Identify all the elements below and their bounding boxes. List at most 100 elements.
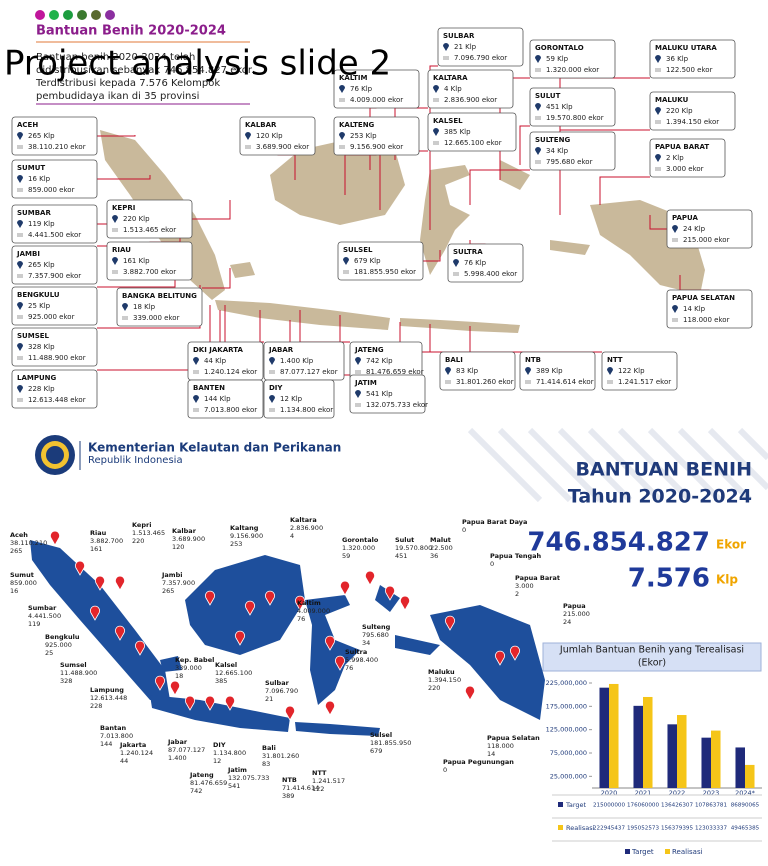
pin-icon: [433, 85, 439, 93]
fish-icon: [535, 116, 541, 120]
province-name: KALSEL: [433, 117, 463, 125]
fish-icon: [193, 370, 199, 374]
pin: [325, 700, 335, 716]
pin: [385, 585, 395, 601]
map-label-klp: 76: [297, 615, 305, 623]
province-box: [11, 327, 98, 367]
pin: [445, 615, 455, 631]
pin-icon: [269, 357, 275, 365]
map-label-ekor: 339.000: [175, 664, 202, 672]
pin-icon: [445, 367, 451, 375]
province-klp: 265 Klp: [28, 132, 55, 140]
map-label-ekor: 12.613.448: [90, 694, 127, 702]
province-box: [666, 289, 753, 329]
map-label-klp: 385: [215, 677, 227, 685]
map-label-ekor: 7.013.800: [100, 732, 133, 740]
bar: [599, 687, 609, 788]
map-label-ekor: 795.680: [362, 631, 389, 639]
province-box: [649, 39, 736, 79]
province-ekor: 5.998.400 ekor: [464, 270, 517, 278]
map-label-name: Jatim: [227, 766, 247, 774]
map-label-name: Kalsel: [215, 661, 237, 669]
province-ekor: 4.009.000 ekor: [350, 96, 403, 104]
province-box: [649, 138, 726, 178]
province-klp: 679 Klp: [354, 257, 381, 265]
map-label-ekor: 9.156.900: [230, 532, 263, 540]
map-label-ekor: 3.000: [515, 582, 534, 590]
map-label-name: Jakarta: [119, 741, 146, 749]
province-box: [666, 209, 753, 249]
province-ekor: 339.000 ekor: [133, 314, 180, 322]
province-name: KALTIM: [339, 74, 368, 82]
y-tick-label: 75,000,000: [550, 749, 587, 757]
fish-icon: [343, 270, 349, 274]
pin-icon: [339, 132, 345, 140]
map-label-ekor: 4.441.500: [28, 612, 61, 620]
map-label-klp: 25: [45, 649, 53, 657]
province-klp: 220 Klp: [123, 215, 150, 223]
province-klp: 742 Klp: [366, 357, 393, 365]
province-ekor: 4.441.500 ekor: [28, 231, 81, 239]
fish-icon: [672, 318, 678, 322]
map-label-ekor: 132.075.733: [228, 774, 269, 782]
province-klp: 144 Klp: [204, 395, 231, 403]
province-name: SULSEL: [343, 246, 373, 254]
map-label-klp: 76: [345, 664, 353, 672]
bottom-map: [30, 540, 545, 736]
paragraph-line: pembudidaya ikan di 35 provinsi: [36, 91, 199, 102]
table-key: [558, 825, 563, 830]
map-label-ekor: 81.476.659: [190, 779, 227, 787]
pin-icon: [17, 385, 23, 393]
fish-icon: [339, 98, 345, 102]
fish-icon: [122, 316, 128, 320]
map-label-ekor: 19.570.800: [395, 544, 432, 552]
province-ekor: 19.570.800 ekor: [546, 114, 604, 122]
province-klp: 385 Klp: [444, 128, 471, 136]
map-label-klp: 21: [265, 695, 273, 703]
province-klp: 253 Klp: [350, 132, 377, 140]
province-ekor: 1.240.124 ekor: [204, 368, 257, 376]
province-ekor: 3.689.900 ekor: [256, 143, 309, 151]
province-ekor: 12.665.100 ekor: [444, 139, 502, 147]
province-klp: 76 Klp: [350, 85, 373, 93]
pin: [465, 685, 475, 701]
province-name: PAPUA BARAT: [655, 143, 709, 151]
province-klp: 1.400 Klp: [280, 357, 314, 365]
pin: [50, 530, 60, 546]
map-label-klp: 265: [10, 547, 22, 555]
legend-key: [665, 849, 670, 854]
fish-icon: [445, 380, 451, 384]
bar: [677, 715, 687, 788]
province-ekor: 118.000 ekor: [683, 316, 730, 324]
province-ekor: 3.000 ekor: [666, 165, 704, 173]
connector: [469, 169, 530, 205]
map-label-ekor: 87.077.127: [168, 746, 205, 754]
bar: [643, 696, 653, 788]
province-name: SULTRA: [453, 248, 483, 256]
map-label-klp: 14: [487, 750, 495, 758]
province-klp: 25 Klp: [28, 302, 51, 310]
map-label-klp: 742: [190, 787, 202, 795]
pin: [365, 570, 375, 586]
pin-icon: [453, 259, 459, 267]
province-box: [337, 241, 424, 281]
province-klp: 14 Klp: [683, 305, 706, 313]
map-label-name: Jateng: [189, 771, 214, 779]
map-label-ekor: 859.000: [10, 579, 37, 587]
province-box: [333, 69, 420, 109]
map-label-name: Kepri: [132, 521, 151, 529]
map-label-klp: 12: [213, 757, 221, 765]
map-label-ekor: 31.801.260: [262, 752, 299, 760]
fish-icon: [655, 167, 661, 171]
province-klp: 328 Klp: [28, 343, 55, 351]
province-name: KALTENG: [339, 121, 375, 129]
map-label-name: Sumsel: [60, 661, 87, 669]
province-box: [349, 374, 426, 414]
province-box: [11, 159, 98, 199]
table-value: 107863781: [695, 803, 727, 809]
pin-icon: [112, 257, 118, 265]
pin: [205, 590, 215, 606]
province-name: MALUKU: [655, 96, 689, 104]
province-klp: 16 Klp: [28, 175, 51, 183]
